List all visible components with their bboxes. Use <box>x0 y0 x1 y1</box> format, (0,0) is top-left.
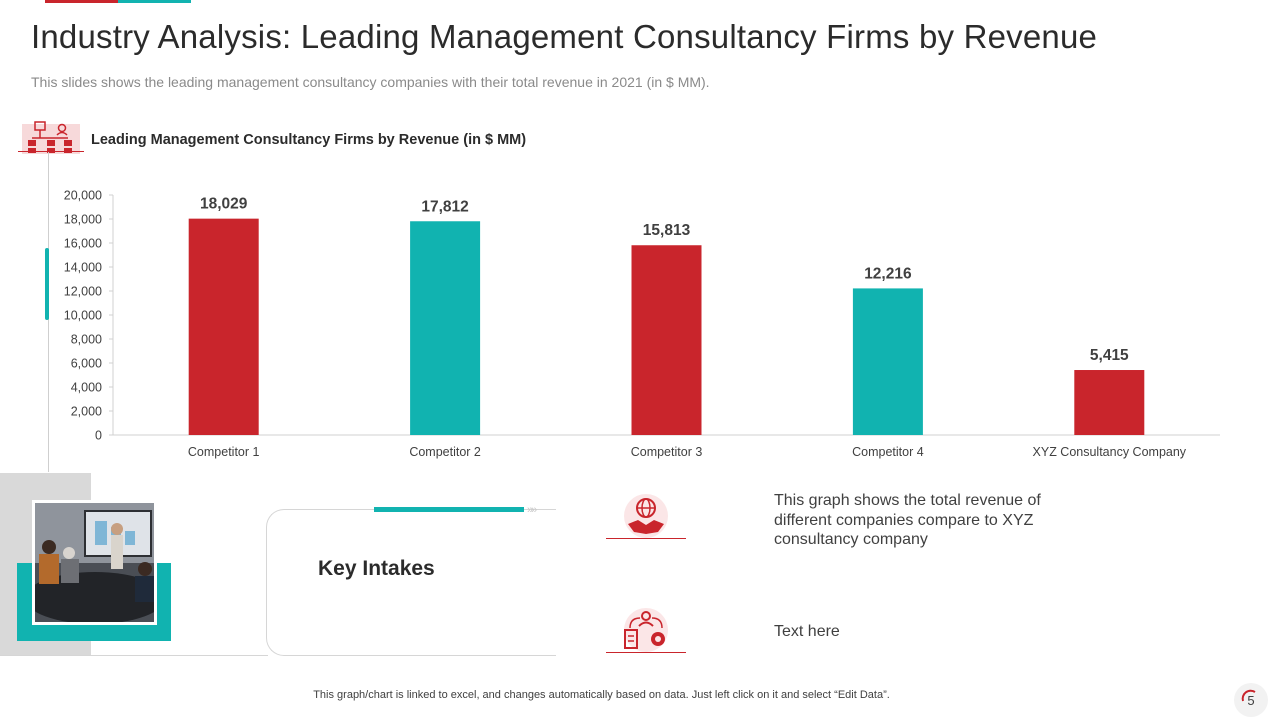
chevron-dots-icon: »» <box>527 504 537 516</box>
data-label: 12,216 <box>864 265 912 282</box>
bar <box>852 288 923 435</box>
globe-handshake-icon <box>624 494 668 538</box>
page-number-badge: 5 <box>1234 683 1268 717</box>
data-label: 17,812 <box>421 198 468 215</box>
y-tick-label: 16,000 <box>64 237 102 251</box>
bar <box>410 221 481 435</box>
key-intakes-heading: Key Intakes <box>318 557 435 580</box>
icon-underline <box>606 538 686 539</box>
org-chart-icon <box>22 121 80 154</box>
y-tick-label: 10,000 <box>64 309 102 323</box>
data-label: 15,813 <box>643 222 691 239</box>
meeting-photo <box>32 500 157 625</box>
bar <box>631 245 702 435</box>
bar <box>188 218 259 435</box>
data-label: 5,415 <box>1090 347 1129 364</box>
page-subtitle: This slides shows the leading management… <box>31 74 710 90</box>
bar <box>1074 370 1145 435</box>
x-tick-label: Competitor 2 <box>409 445 481 459</box>
x-tick-label: Competitor 4 <box>852 445 924 459</box>
y-tick-label: 4,000 <box>71 381 102 395</box>
frame-bottom-line <box>0 655 268 656</box>
key-intake-text-2: Text here <box>774 623 840 640</box>
y-tick-label: 2,000 <box>71 405 102 419</box>
y-tick-label: 12,000 <box>64 285 102 299</box>
page-arc-icon <box>1241 689 1256 702</box>
revenue-bar-chart: 0 2,000 4,000 6,000 8,000 10,000 12,000 14,000 1… <box>64 189 1220 459</box>
decorative-teal-line <box>374 507 524 512</box>
team-process-icon <box>624 608 668 652</box>
y-tick-label: 0 <box>95 429 102 443</box>
y-tick-label: 20,000 <box>64 189 102 203</box>
y-tick-label: 8,000 <box>71 333 102 347</box>
icon-underline <box>606 652 686 653</box>
x-tick-label: XYZ Consultancy Company <box>1033 445 1187 459</box>
chart-heading: Leading Management Consultancy Firms by … <box>91 132 527 148</box>
y-tick-label: 14,000 <box>64 261 102 275</box>
footnote: This graph/chart is linked to excel, and… <box>313 689 890 701</box>
icon-underline <box>18 151 84 152</box>
page-title: Industry Analysis: Leading Management Co… <box>31 18 1098 55</box>
y-tick-label: 18,000 <box>64 213 102 227</box>
y-tick-label: 6,000 <box>71 357 102 371</box>
x-tick-label: Competitor 3 <box>631 445 703 459</box>
decorative-accent <box>45 248 49 320</box>
page-number: 5 <box>1247 693 1255 708</box>
x-tick-label: Competitor 1 <box>188 445 260 459</box>
key-intake-text-1: This graph shows the total revenue of di… <box>774 492 1041 548</box>
key-intakes-frame <box>266 509 556 656</box>
data-label: 18,029 <box>200 196 248 213</box>
